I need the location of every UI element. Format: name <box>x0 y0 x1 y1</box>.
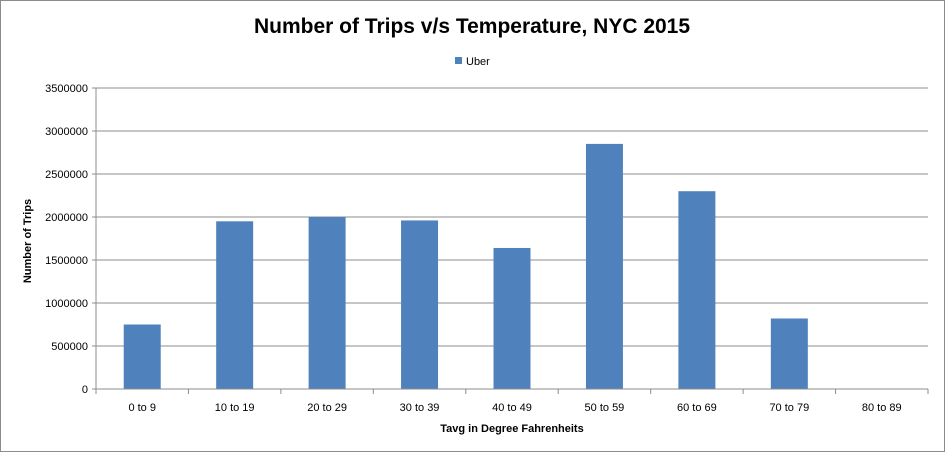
y-tick-label: 500000 <box>51 341 88 353</box>
x-tick-label: 40 to 49 <box>492 402 532 414</box>
legend-swatch-uber <box>455 57 462 64</box>
bar <box>401 220 439 389</box>
bar <box>123 324 161 389</box>
y-tick-label: 1500000 <box>45 255 88 267</box>
y-tick-label: 2000000 <box>45 212 88 224</box>
x-tick-label: 30 to 39 <box>400 402 440 414</box>
x-tick-label: 0 to 9 <box>128 402 156 414</box>
x-tick-label: 60 to 69 <box>677 402 717 414</box>
y-tick-label: 1000000 <box>45 298 88 310</box>
x-tick-label: 10 to 19 <box>215 402 255 414</box>
chart-title: Number of Trips v/s Temperature, NYC 201… <box>254 15 690 38</box>
bar <box>216 221 254 389</box>
x-tick-label: 80 to 89 <box>862 402 902 414</box>
x-tick-labels: 0 to 9 10 to 19 20 to 29 30 to 39 40 to 49 50… <box>95 389 929 414</box>
y-tick-label: 3000000 <box>45 126 88 138</box>
y-tick-label: 0 <box>82 384 88 396</box>
bars <box>123 143 808 389</box>
bar <box>308 217 346 389</box>
y-tick-labels: 0 500000 1000000 1500000 2000000 2500000 30000… <box>45 83 88 396</box>
x-tick-label: 70 to 79 <box>769 402 809 414</box>
y-tick-label: 2500000 <box>45 169 88 181</box>
legend: Uber <box>455 56 490 68</box>
y-tick-label: 3500000 <box>45 83 88 95</box>
x-tick-label: 50 to 59 <box>585 402 625 414</box>
bar <box>493 247 531 389</box>
bar <box>678 191 716 389</box>
x-tick-label: 20 to 29 <box>307 402 347 414</box>
bar <box>585 143 623 389</box>
x-axis-label: Tavg in Degree Fahrenheits <box>440 423 583 435</box>
bar <box>770 318 808 389</box>
legend-label-uber: Uber <box>466 56 490 68</box>
y-axis-label: Number of Trips <box>22 199 34 283</box>
axes <box>95 88 928 390</box>
